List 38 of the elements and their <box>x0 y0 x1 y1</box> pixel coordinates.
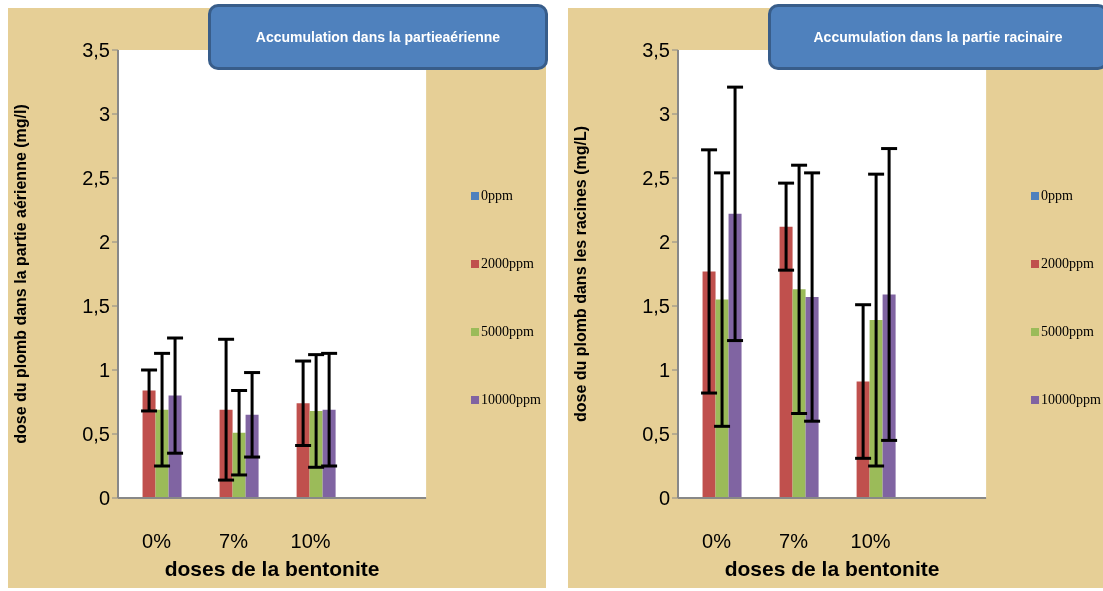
y-tick-label: 2 <box>658 231 670 254</box>
legend-label: 2000ppm <box>1041 256 1094 272</box>
x-tick-label: 7% <box>779 530 809 553</box>
y-tick-label: 0 <box>658 487 670 510</box>
y-tick-label: 0 <box>98 487 110 510</box>
x-tick-label: 0% <box>702 530 732 553</box>
legend-label: 5000ppm <box>1041 324 1094 340</box>
x-tick-label: 7% <box>219 530 249 553</box>
y-axis-title: dose du plomb dans la partie aérienne (mg/l) <box>11 104 29 444</box>
x-axis-title: doses de la bentonite <box>164 557 380 580</box>
y-tick-label: 1 <box>658 359 670 382</box>
x-tick-label: 0% <box>142 530 172 553</box>
title-banner: Accumulation dans la partie racinaire <box>768 4 1103 70</box>
y-tick-label: 1 <box>98 359 110 382</box>
legend-label: 0ppm <box>1041 188 1073 204</box>
y-tick-label: 2 <box>98 231 110 254</box>
x-tick-label: 10% <box>850 530 891 553</box>
y-tick-label: 2,5 <box>642 167 670 190</box>
y-tick-label: 3,5 <box>82 39 110 62</box>
x-axis-title: doses de la bentonite <box>724 557 940 580</box>
x-tick-label: 10% <box>290 530 331 553</box>
legend-label: 10000ppm <box>1041 392 1101 408</box>
y-tick-label: 1,5 <box>82 295 110 318</box>
y-tick-label: 3 <box>98 103 110 126</box>
y-axis-title: dose du plomb dans les racines (mg/L) <box>571 125 589 423</box>
y-tick-label: 2,5 <box>82 167 110 190</box>
bar <box>779 226 793 498</box>
legend-label: 2000ppm <box>481 256 534 272</box>
legend-label: 10000ppm <box>481 392 541 408</box>
y-tick-label: 1,5 <box>642 295 670 318</box>
y-tick-label: 0,5 <box>82 423 110 446</box>
bar <box>142 390 156 498</box>
legend-label: 5000ppm <box>481 324 534 340</box>
legend-label: 0ppm <box>481 188 513 204</box>
y-tick-label: 0,5 <box>642 423 670 446</box>
y-tick-label: 3,5 <box>642 39 670 62</box>
title-banner: Accumulation dans la partieaérienne <box>208 4 548 70</box>
y-tick-label: 3 <box>658 103 670 126</box>
